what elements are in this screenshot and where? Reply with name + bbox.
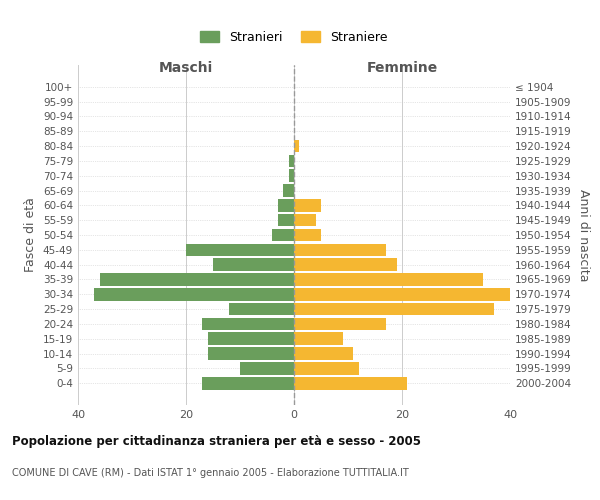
Bar <box>240 362 294 374</box>
Text: Femmine: Femmine <box>367 61 437 75</box>
Bar <box>294 362 359 374</box>
Bar <box>294 140 299 152</box>
Y-axis label: Anni di nascita: Anni di nascita <box>577 188 590 281</box>
Bar <box>278 214 294 226</box>
Bar <box>294 332 343 345</box>
Bar <box>294 214 316 226</box>
Bar <box>208 348 294 360</box>
Bar <box>272 228 294 241</box>
Bar <box>278 199 294 211</box>
Bar <box>294 318 386 330</box>
Text: COMUNE DI CAVE (RM) - Dati ISTAT 1° gennaio 2005 - Elaborazione TUTTITALIA.IT: COMUNE DI CAVE (RM) - Dati ISTAT 1° genn… <box>12 468 409 477</box>
Bar <box>213 258 294 271</box>
Bar <box>289 170 294 182</box>
Bar <box>294 199 321 211</box>
Bar <box>294 303 494 316</box>
Y-axis label: Fasce di età: Fasce di età <box>25 198 37 272</box>
Text: Maschi: Maschi <box>159 61 213 75</box>
Legend: Stranieri, Straniere: Stranieri, Straniere <box>197 27 391 48</box>
Bar <box>202 377 294 390</box>
Bar <box>294 377 407 390</box>
Bar <box>208 332 294 345</box>
Bar <box>202 318 294 330</box>
Bar <box>294 348 353 360</box>
Bar <box>294 273 483 286</box>
Bar <box>294 288 510 300</box>
Bar <box>229 303 294 316</box>
Bar <box>289 154 294 167</box>
Bar <box>294 244 386 256</box>
Bar <box>294 228 321 241</box>
Bar <box>94 288 294 300</box>
Bar <box>100 273 294 286</box>
Bar <box>283 184 294 197</box>
Bar <box>294 258 397 271</box>
Text: Popolazione per cittadinanza straniera per età e sesso - 2005: Popolazione per cittadinanza straniera p… <box>12 435 421 448</box>
Bar <box>186 244 294 256</box>
